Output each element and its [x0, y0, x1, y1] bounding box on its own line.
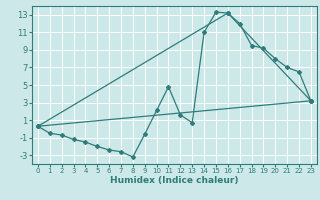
X-axis label: Humidex (Indice chaleur): Humidex (Indice chaleur): [110, 176, 239, 185]
